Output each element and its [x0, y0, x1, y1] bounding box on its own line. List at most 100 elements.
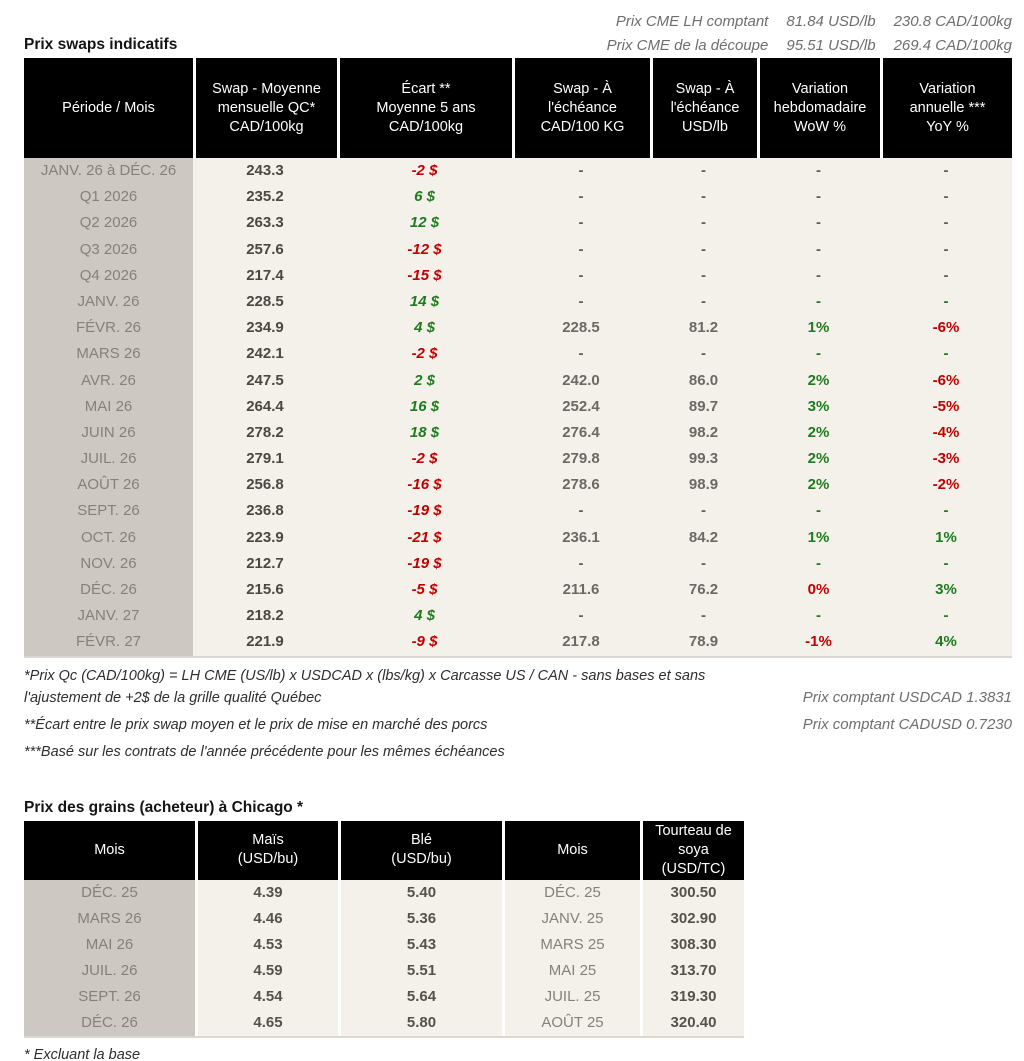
ble-cell: 5.64: [338, 983, 502, 1010]
yoy-cell: -2%: [932, 476, 960, 494]
yoy-cell: -: [943, 162, 949, 179]
swap-qc-cell: 257.6: [246, 240, 284, 258]
grains-month-cell: MAI 26: [24, 931, 195, 958]
tourteau-cell: 319.30: [640, 983, 744, 1010]
period-cell: NOV. 26: [24, 550, 193, 577]
swap-qc-cell: 247.5: [246, 371, 284, 389]
yoy-cell: -4%: [932, 423, 960, 441]
swap-cad-cell: -: [578, 292, 584, 310]
period-cell: Q3 2026: [24, 236, 193, 263]
col-header-variation-yoy: Variation annuelle *** YoY %: [880, 58, 1012, 158]
tourteau-cell: 302.90: [640, 905, 744, 932]
swap-usd-cell: -: [701, 345, 706, 363]
grains-table: Mois Maïs (USD/bu) Blé (USD/bu) Mois Tou…: [24, 820, 744, 1038]
period-cell: MAI 26: [24, 393, 193, 420]
swaps-table-row: JANV. 26 228.5 14 $ - - - -: [24, 288, 1012, 316]
swap-cad-cell: -: [578, 214, 584, 232]
wow-cell: -: [816, 554, 821, 572]
wow-cell: -: [816, 292, 821, 310]
wow-cell: 2%: [807, 450, 830, 468]
grains-month-2-cell: DÉC. 25: [502, 879, 640, 906]
yoy-cell: -: [943, 607, 949, 625]
swaps-table-row: OCT. 26 223.9 -21 $ 236.1 84.2 1% 1%: [24, 524, 1012, 551]
period-cell: OCT. 26: [24, 524, 193, 551]
footnote-prix-qc: *Prix Qc (CAD/100kg) = LH CME (US/lb) x …: [24, 667, 706, 706]
swap-cad-cell: -: [578, 607, 584, 625]
swap-cad-cell: -: [578, 188, 584, 206]
swap-qc-cell: 221.9: [246, 633, 284, 651]
footnotes: *Prix Qc (CAD/100kg) = LH CME (US/lb) x …: [24, 665, 1012, 763]
wow-cell: -1%: [805, 633, 832, 651]
period-cell: FÉVR. 26: [24, 315, 193, 342]
swap-qc-cell: 212.7: [246, 554, 284, 572]
ecart-cell: 6 $: [414, 188, 435, 206]
ecart-cell: 14 $: [409, 292, 440, 310]
yoy-cell: -: [943, 345, 949, 363]
ble-cell: 5.40: [338, 879, 502, 906]
swap-usd-cell: 76.2: [688, 581, 719, 598]
swap-qc-cell: 256.8: [246, 476, 284, 494]
period-cell: JUIN 26: [24, 419, 193, 447]
swap-usd-cell: 78.9: [688, 633, 719, 651]
ble-cell: 5.80: [338, 1009, 502, 1036]
grains-month-cell: DÉC. 26: [24, 1009, 195, 1036]
ble-cell: 5.36: [338, 905, 502, 932]
swap-cad-cell: 228.5: [562, 319, 600, 337]
swap-cad-cell: -: [578, 162, 584, 179]
swap-usd-cell: -: [701, 292, 706, 310]
swap-usd-cell: -: [701, 554, 706, 572]
swap-qc-cell: 278.2: [246, 423, 284, 441]
swaps-table: Période / Mois Swap - Moyenne mensuelle …: [24, 58, 1012, 658]
period-cell: JANV. 26 à DÉC. 26: [24, 158, 193, 185]
cme-lh-comptant: Prix CME LH comptant 81.84 USD/lb 230.8 …: [616, 13, 1012, 30]
cme-spot-line: Prix CME LH comptant 81.84 USD/lb 230.8 …: [24, 6, 1012, 30]
period-cell: JUIL. 26: [24, 446, 193, 473]
period-cell: AOÛT 26: [24, 472, 193, 499]
grains-table-row: DÉC. 25 4.39 5.40 DÉC. 25 300.50: [24, 879, 744, 906]
ecart-cell: -19 $: [407, 502, 442, 520]
swap-qc-cell: 243.3: [246, 162, 284, 179]
swaps-table-row: NOV. 26 212.7 -19 $ - - - -: [24, 550, 1012, 577]
swap-qc-cell: 234.9: [246, 319, 284, 337]
ecart-cell: 18 $: [409, 423, 440, 441]
wow-cell: 3%: [807, 397, 830, 415]
period-cell: MARS 26: [24, 341, 193, 368]
swap-qc-cell: 263.3: [246, 214, 284, 232]
ecart-cell: -16 $: [407, 476, 442, 494]
ecart-cell: -12 $: [407, 240, 442, 258]
period-cell: Q2 2026: [24, 210, 193, 237]
swap-usd-cell: -: [701, 607, 706, 625]
cme-decoupe-cad: 269.4 CAD/100kg: [893, 37, 1012, 54]
swap-qc-cell: 264.4: [246, 397, 284, 415]
grains-table-row: MARS 26 4.46 5.36 JANV. 25 302.90: [24, 905, 744, 932]
swap-usd-cell: -: [701, 162, 706, 179]
col-header-variation-wow: Variation hebdomadaire WoW %: [757, 58, 880, 158]
swap-usd-cell: 89.7: [688, 397, 719, 415]
ecart-cell: -2 $: [411, 345, 438, 363]
period-cell: SEPT. 26: [24, 498, 193, 525]
cme-decoupe-usd: 95.51 USD/lb: [786, 37, 876, 54]
yoy-cell: -: [943, 502, 949, 520]
wow-cell: 1%: [807, 319, 830, 337]
swaps-table-row: MAI 26 264.4 16 $ 252.4 89.7 3% -5%: [24, 393, 1012, 420]
swaps-table-row: FÉVR. 27 221.9 -9 $ 217.8 78.9 -1% 4%: [24, 629, 1012, 656]
grains-month-cell: JUIL. 26: [24, 957, 195, 984]
yoy-cell: -: [943, 554, 949, 572]
mais-cell: 4.53: [195, 931, 338, 958]
wow-cell: 0%: [807, 581, 830, 598]
grains-month-cell: MARS 26: [24, 905, 195, 932]
swap-cad-cell: 217.8: [562, 633, 600, 651]
cme-lh-usd: 81.84 USD/lb: [786, 13, 876, 30]
swap-cad-cell: 242.0: [562, 371, 600, 389]
fx-cadusd: Prix comptant CADUSD 0.7230: [802, 715, 1012, 733]
grains-table-row: DÉC. 26 4.65 5.80 AOÛT 25 320.40: [24, 1009, 744, 1036]
grains-col-mois-1: Mois: [24, 820, 195, 880]
yoy-cell: -: [943, 292, 949, 310]
swap-usd-cell: 84.2: [688, 528, 719, 546]
swap-cad-cell: 278.6: [562, 476, 600, 494]
swaps-table-body: JANV. 26 à DÉC. 26 243.3 -2 $ - - - - Q1 2026 23…: [24, 158, 1012, 656]
period-cell: DÉC. 26: [24, 577, 193, 604]
grains-month-2-cell: AOÛT 25: [502, 1009, 640, 1036]
swap-cad-cell: 252.4: [562, 397, 600, 415]
grains-table-row: SEPT. 26 4.54 5.64 JUIL. 25 319.30: [24, 983, 744, 1010]
